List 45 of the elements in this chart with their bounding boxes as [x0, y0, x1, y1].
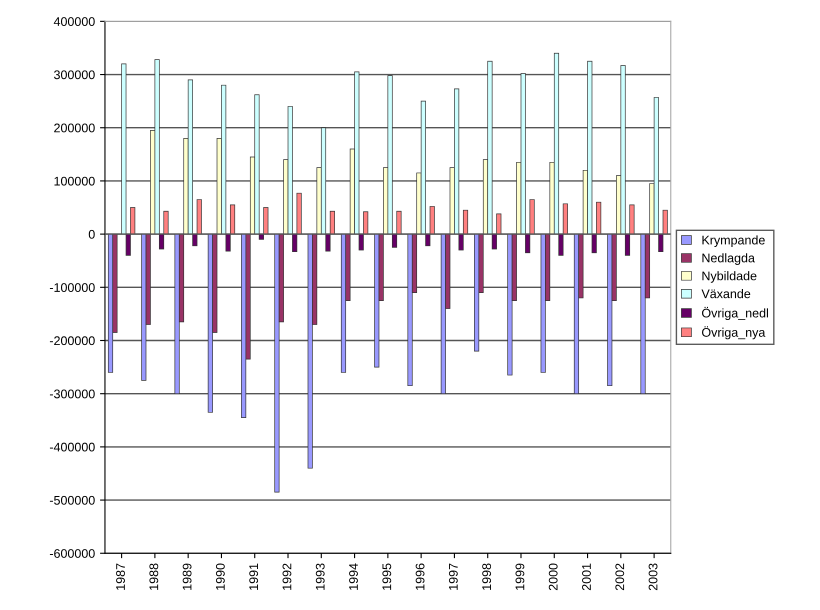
x-tick-label: 1991: [249, 564, 258, 590]
x-tick-label: 1987: [116, 564, 125, 590]
bar: [607, 234, 612, 386]
x-tick-label: 2001: [582, 564, 591, 590]
y-tick-label: -100000: [50, 283, 95, 292]
y-tick-label: 400000: [54, 17, 95, 26]
y-tick-label: 200000: [54, 124, 95, 132]
y-tick-label: -400000: [50, 442, 95, 452]
y-tick-label: -600000: [50, 549, 95, 558]
legend-label: Övriga_nedl: [702, 306, 768, 320]
bar: [640, 234, 646, 394]
x-tick-label: 1989: [182, 564, 192, 590]
bar: [407, 234, 413, 386]
y-tick-label: 300000: [54, 70, 95, 80]
bar: [174, 234, 180, 394]
x-tick-label: 1988: [149, 564, 158, 590]
y-tick-label: 0: [88, 230, 95, 239]
bar: [241, 234, 246, 418]
y-tick-label: -200000: [50, 336, 95, 346]
x-tick-label: 1997: [448, 564, 458, 590]
x-tick-label: 1994: [349, 563, 358, 590]
y-tick-label: 100000: [54, 176, 95, 186]
legend-label: Nybildade: [702, 271, 756, 283]
x-tick-label: 1993: [316, 564, 325, 590]
x-tick-label: 2002: [615, 564, 624, 590]
legend-label: Växande: [701, 289, 750, 298]
bar: [540, 234, 546, 373]
bar: [108, 234, 114, 373]
x-tick-label: 1990: [216, 563, 225, 590]
bar: [574, 234, 580, 394]
x-tick-label: 2000: [548, 563, 558, 590]
y-tick-label: -300000: [50, 389, 95, 398]
bar: [474, 234, 480, 352]
legend-label: Krympande: [702, 235, 765, 247]
x-tick-label: 1992: [282, 564, 292, 590]
bar: [308, 234, 313, 469]
x-tick-label: 1995: [382, 564, 392, 590]
bar: [340, 234, 346, 373]
legend-label: Nedlagda: [702, 253, 755, 265]
y-tick-label: -500000: [50, 496, 95, 505]
x-tick-label: 1996: [416, 564, 424, 590]
x-tick-label: 1998: [482, 564, 492, 590]
legend-label: Övriga_nya: [702, 326, 766, 340]
x-tick-label: 2003: [648, 564, 658, 590]
x-tick-label: 1999: [515, 564, 524, 590]
